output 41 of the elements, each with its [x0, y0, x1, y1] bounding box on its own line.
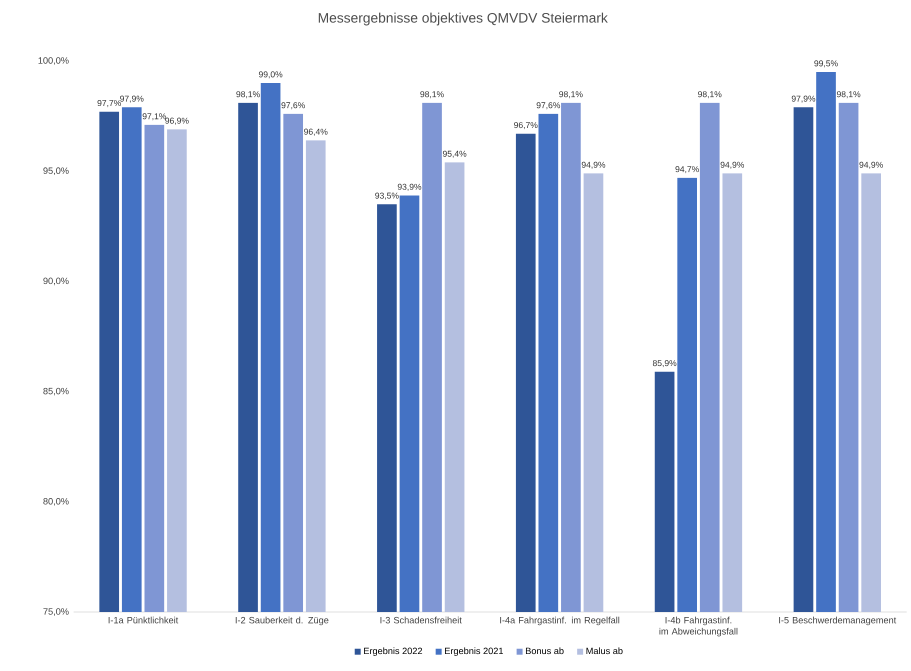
y-tick-label: 85,0% — [43, 388, 69, 396]
data-label: 93,9% — [398, 184, 422, 191]
legend-label: Ergebnis 2022 — [364, 647, 422, 656]
data-label: 98,1% — [698, 91, 722, 98]
data-label: 97,9% — [120, 96, 144, 103]
legend-label: Malus ab — [586, 647, 623, 654]
data-label: 95,4% — [442, 150, 466, 158]
data-label: 96,7% — [514, 122, 538, 130]
data-label: 96,9% — [165, 118, 189, 125]
data-label: 93,5% — [375, 192, 399, 200]
data-label: 98,1% — [559, 91, 583, 98]
data-label: 99,0% — [258, 71, 282, 78]
x-tick-label: I-3 Schadensfreiheit — [380, 616, 462, 624]
x-tick-label: I-4b Fahrgastinf. im Abweichungsfall — [660, 616, 738, 636]
data-label: 97,9% — [792, 96, 816, 103]
data-label: 98,1% — [420, 91, 444, 98]
data-label: 94,9% — [859, 162, 883, 169]
chart-title: Messergebnisse objektives QMVDV Steiermark — [318, 12, 608, 26]
data-label: 85,9% — [652, 360, 676, 368]
y-tick-label: 90,0% — [43, 278, 69, 286]
data-label: 96,4% — [304, 128, 328, 136]
x-tick-label: I-1a Pünktlichkeit — [108, 616, 178, 624]
data-label: 94,9% — [720, 162, 744, 169]
legend-label: Bonus ab — [526, 647, 564, 654]
y-tick-label: 80,0% — [43, 498, 69, 506]
legend-label: Ergebnis 2021 — [445, 647, 504, 656]
data-label: 97,7% — [98, 100, 121, 108]
data-label: 94,7% — [675, 166, 699, 174]
y-tick-label: 95,0% — [43, 167, 69, 175]
y-tick-label: 75,0% — [43, 608, 69, 616]
data-label: 99,5% — [814, 60, 838, 68]
data-label: 97,6% — [281, 102, 305, 110]
data-label: 98,1% — [236, 91, 260, 98]
y-tick-label: 100,0% — [38, 57, 69, 65]
data-label: 97,1% — [142, 113, 166, 120]
data-label: 97,6% — [536, 102, 560, 110]
x-tick-label: I-5 Beschwerdemanagement — [779, 616, 896, 626]
data-label: 94,9% — [582, 162, 606, 169]
x-tick-label: I-2 Sauberkeit d. Züge — [236, 616, 328, 626]
x-tick-label: I-4a Fahrgastinf. im Regelfall — [500, 616, 620, 626]
data-label: 98,1% — [836, 91, 860, 98]
